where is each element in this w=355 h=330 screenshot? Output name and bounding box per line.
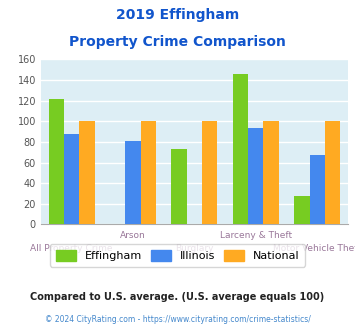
Text: Burglary: Burglary <box>175 244 214 253</box>
Text: Compared to U.S. average. (U.S. average equals 100): Compared to U.S. average. (U.S. average … <box>31 292 324 302</box>
Bar <box>141 121 156 224</box>
Bar <box>79 121 94 224</box>
Bar <box>248 128 263 224</box>
Text: Larceny & Theft: Larceny & Theft <box>220 231 292 240</box>
Bar <box>64 134 79 224</box>
Bar <box>263 121 279 224</box>
Legend: Effingham, Illinois, National: Effingham, Illinois, National <box>50 244 305 267</box>
Text: Arson: Arson <box>120 231 146 240</box>
Bar <box>125 141 141 224</box>
Text: All Property Crime: All Property Crime <box>30 244 113 253</box>
Bar <box>294 195 310 224</box>
Bar <box>310 155 325 224</box>
Bar <box>49 99 64 224</box>
Bar <box>202 121 217 224</box>
Bar <box>325 121 340 224</box>
Text: Property Crime Comparison: Property Crime Comparison <box>69 35 286 49</box>
Text: © 2024 CityRating.com - https://www.cityrating.com/crime-statistics/: © 2024 CityRating.com - https://www.city… <box>45 315 310 324</box>
Text: 2019 Effingham: 2019 Effingham <box>116 8 239 22</box>
Bar <box>233 74 248 224</box>
Text: Motor Vehicle Theft: Motor Vehicle Theft <box>273 244 355 253</box>
Bar <box>171 149 187 224</box>
